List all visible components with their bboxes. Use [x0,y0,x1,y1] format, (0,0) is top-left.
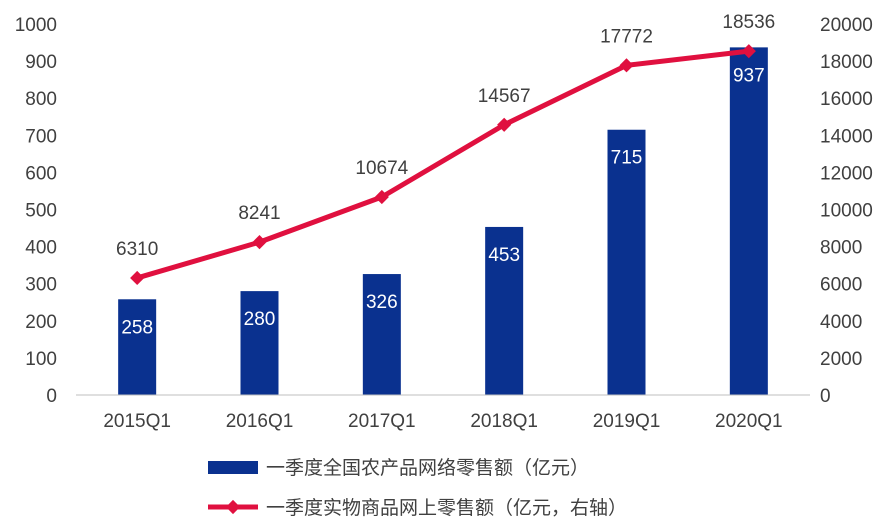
left-axis-tick-label: 700 [25,126,57,147]
bar-value-label: 258 [121,317,153,338]
line-series: 6310 8241 10674 14567 17772 18536 [116,12,775,286]
bar [118,299,157,395]
line-marker [497,117,512,132]
bar-series: 258 280 326 453 715 937 [118,47,768,396]
bar [607,129,646,396]
left-axis-tick-label: 500 [25,201,57,222]
bar [240,291,279,395]
left-axis-tick-label: 100 [25,349,57,370]
left-axis-tick-label: 800 [25,89,57,110]
right-axis-tick-label: 16000 [820,89,873,110]
right-axis-tick-label: 4000 [820,312,862,333]
left-axis-tick-label: 0 [46,386,57,407]
x-tick-label: 2017Q1 [348,411,416,432]
x-tick-label: 2018Q1 [470,411,538,432]
right-axis-tick-label: 6000 [820,275,862,296]
left-axis-tick-label: 600 [25,163,57,184]
left-axis-tick-label: 200 [25,312,57,333]
line-marker [619,58,634,73]
x-tick-label: 2015Q1 [103,411,171,432]
bar [485,226,524,395]
right-axis-tick-label: 20000 [820,15,873,36]
right-axis-tick-label: 18000 [820,52,873,73]
line-value-label: 8241 [238,203,280,224]
line-marker [252,235,267,250]
line-value-label: 10674 [355,158,408,179]
bar-value-label: 326 [366,292,398,313]
left-axis-tick-label: 400 [25,238,57,259]
left-axis-ticks: 0 100 200 300 400 500 600 700 800 900 1000 [15,15,57,407]
x-axis: 2015Q1 2016Q1 2017Q1 2018Q1 2019Q1 2020Q1 [76,394,810,432]
legend-line-marker [225,499,241,515]
bar-value-label: 453 [488,245,520,266]
line-marker [374,189,389,205]
line-marker [741,44,756,59]
line-value-label: 18536 [722,12,775,33]
line-value-label: 14567 [478,86,531,107]
bar-value-label: 715 [611,148,643,169]
legend-bar-label: 一季度全国农产品网络零售额（亿元） [266,457,589,479]
x-tick-label: 2016Q1 [226,411,294,432]
legend-bar-swatch [208,461,258,474]
right-axis-tick-label: 10000 [820,201,873,222]
line-value-label: 6310 [116,239,158,260]
bar [362,274,401,395]
right-axis-tick-label: 14000 [820,126,873,147]
right-axis-tick-label: 2000 [820,349,862,370]
left-axis-tick-label: 900 [25,52,57,73]
right-axis-tick-label: 8000 [820,238,862,259]
line-value-label: 17772 [600,26,653,47]
left-axis-tick-label: 300 [25,275,57,296]
line-path [134,48,752,281]
bar-value-label: 937 [733,65,765,86]
x-tick-label: 2020Q1 [715,411,783,432]
right-axis-tick-label: 12000 [820,163,873,184]
right-axis-tick-label: 0 [820,386,831,407]
bar [729,47,768,396]
legend-line-label: 一季度实物商品网上零售额（亿元，右轴） [266,497,627,519]
line-marker [130,270,145,286]
legend: 一季度全国农产品网络零售额（亿元） 一季度实物商品网上零售额（亿元，右轴） [208,457,627,519]
bar-value-label: 280 [244,309,276,330]
left-axis-tick-label: 1000 [15,15,57,36]
right-axis-ticks: 0 2000 4000 6000 8000 10000 12000 14000 16000 180… [820,15,873,407]
x-tick-label: 2019Q1 [593,411,661,432]
